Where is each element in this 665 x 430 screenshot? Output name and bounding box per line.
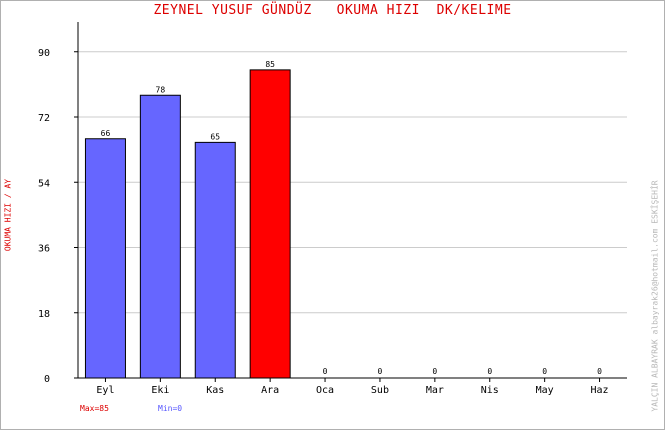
data-label-sub: 0 (378, 367, 383, 376)
y-tick-label-36: 36 (38, 244, 50, 255)
y-tick-label-90: 90 (38, 48, 50, 59)
data-label-nis: 0 (487, 367, 492, 376)
data-label-mar: 0 (432, 367, 437, 376)
x-tick-label-mar: Mar (426, 385, 444, 396)
x-tick-label-ara: Ara (261, 385, 279, 396)
bar-eyl (84, 138, 126, 379)
y-tick-label-72: 72 (38, 113, 50, 124)
data-label-eki: 78 (156, 85, 166, 94)
data-label-ara: 85 (265, 60, 275, 69)
x-tick-label-nis: Nis (481, 385, 499, 396)
data-label-kas: 65 (210, 132, 220, 141)
bar-eki (139, 94, 181, 379)
x-tick-label-may: May (536, 385, 554, 396)
y-tick-label-0: 0 (44, 374, 50, 385)
chart-title: ZEYNEL YUSUF GÜNDÜZ OKUMA HIZI DK/KELIME (153, 3, 512, 18)
bar-kas (194, 141, 236, 379)
min-note: Min=0 (158, 404, 183, 413)
x-tick-label-sub: Sub (371, 385, 389, 396)
x-tick-label-eki: Eki (151, 385, 169, 396)
data-label-oca: 0 (323, 367, 328, 376)
x-tick-label-oca: Oca (316, 385, 334, 396)
data-label-haz: 0 (597, 367, 602, 376)
bar-ara (249, 69, 291, 379)
y-tick-label-18: 18 (38, 309, 50, 320)
x-tick-label-kas: Kas (206, 385, 224, 396)
y-tick-label-54: 54 (38, 178, 50, 189)
x-tick-label-eyl: Eyl (96, 385, 114, 396)
max-note: Max=85 (80, 404, 109, 413)
data-label-may: 0 (542, 367, 547, 376)
x-tick-label-haz: Haz (591, 385, 609, 396)
data-label-eyl: 66 (101, 129, 111, 138)
